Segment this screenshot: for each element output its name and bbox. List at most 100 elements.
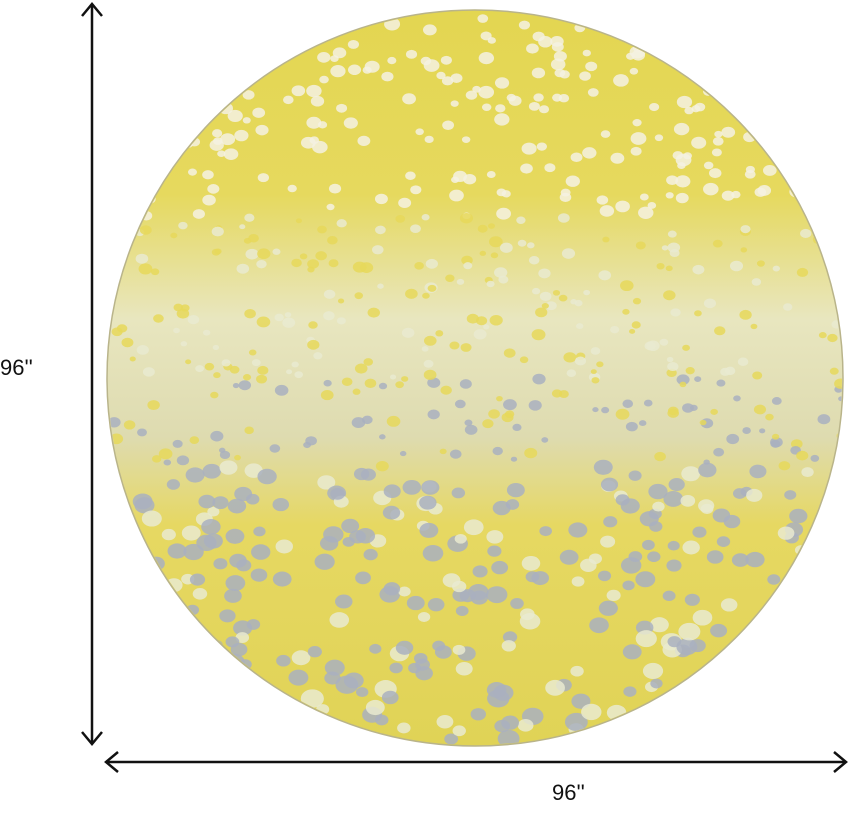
- rug-dot: [815, 65, 831, 77]
- rug-dot: [731, 694, 752, 712]
- rug-dot: [319, 75, 329, 84]
- rug-dot: [574, 299, 583, 307]
- rug-dot: [362, 66, 372, 74]
- rug-dot: [731, 190, 741, 199]
- rug-dot: [558, 294, 568, 302]
- rug-dot: [275, 539, 293, 554]
- rug-dot: [598, 570, 612, 582]
- rug-dot: [600, 477, 619, 492]
- rug-dot: [405, 288, 418, 299]
- rug-dot: [777, 526, 795, 540]
- rug-dot: [652, 501, 665, 512]
- rug-dot: [175, 70, 187, 80]
- height-dimension-arrow: [81, 2, 103, 746]
- rug-dot: [410, 224, 421, 234]
- rug-dot: [767, 574, 781, 585]
- rug-dot: [454, 533, 467, 544]
- rug-dot: [521, 555, 541, 571]
- rug-dot: [559, 549, 579, 565]
- rug-dot: [602, 236, 610, 243]
- rug-dot: [539, 105, 550, 114]
- rug-dot: [211, 226, 224, 237]
- rug-dot: [439, 448, 447, 455]
- rug-dot: [565, 175, 580, 187]
- rug-dot: [472, 85, 481, 93]
- rug-dot: [662, 590, 676, 602]
- rug-dot: [579, 71, 591, 81]
- rug-dot: [161, 528, 176, 541]
- rug-dot: [282, 317, 296, 328]
- rug-dot: [375, 225, 386, 235]
- rug-dot: [694, 310, 702, 317]
- rug-dot: [481, 103, 492, 112]
- rug-dot: [213, 372, 221, 379]
- rug-dot: [176, 455, 190, 466]
- rug-dot: [641, 720, 655, 732]
- rug-dot: [234, 701, 250, 715]
- rug-dot: [187, 314, 200, 325]
- rug-dot: [461, 255, 473, 265]
- rug-dot: [108, 236, 121, 247]
- rug-dot: [665, 192, 674, 199]
- rug-dot: [299, 20, 310, 29]
- rug-dot: [827, 524, 842, 537]
- rug-dot: [724, 366, 736, 376]
- rug-dot: [598, 600, 618, 616]
- rug-dot: [720, 598, 738, 612]
- rug-dot: [683, 152, 692, 160]
- rug-dot: [539, 291, 552, 302]
- rug-dot: [257, 468, 277, 485]
- rug-dot: [714, 130, 723, 138]
- rug-dot: [635, 241, 646, 250]
- rug-dot: [618, 27, 632, 38]
- rug-dot: [667, 408, 679, 418]
- rug-dot: [284, 312, 292, 318]
- rug-dot: [719, 27, 731, 36]
- rug-dot: [323, 379, 332, 387]
- rug-dot: [424, 335, 437, 346]
- rug-dot: [178, 700, 195, 715]
- rug-dot: [804, 144, 817, 154]
- rug-dot: [472, 565, 488, 578]
- rug-dot: [731, 553, 749, 567]
- rug-dot: [138, 263, 153, 275]
- rug-dot: [506, 93, 517, 102]
- rug-dot: [598, 270, 612, 281]
- rug-dot: [329, 612, 350, 628]
- rug-dot: [663, 33, 673, 42]
- rug-dot: [187, 671, 204, 685]
- rug-dot: [244, 426, 254, 435]
- rug-dot: [638, 420, 647, 427]
- rug-dot: [450, 73, 463, 83]
- rug-dot: [274, 384, 289, 396]
- rug-dot: [336, 103, 348, 113]
- rug-dot: [440, 385, 452, 395]
- rug-dot: [272, 497, 290, 512]
- rug-dot: [464, 419, 473, 426]
- rug-dot: [449, 449, 462, 459]
- rug-dot: [499, 242, 513, 253]
- rug-dot: [536, 142, 547, 151]
- rug-dot: [583, 289, 591, 296]
- rug-dot: [343, 117, 358, 129]
- rug-dot: [176, 308, 190, 319]
- rug-dot: [622, 580, 635, 591]
- rug-dot: [143, 575, 159, 588]
- rug-dot: [558, 94, 570, 103]
- rug-dot: [142, 70, 152, 79]
- rug-dot: [295, 218, 302, 224]
- rug-dot: [550, 58, 566, 71]
- rug-dot: [221, 691, 238, 705]
- rug-dot: [642, 31, 656, 42]
- rug-dot: [307, 339, 320, 350]
- rug-dot: [528, 256, 540, 265]
- rug-dot: [341, 377, 353, 386]
- rug-dot: [531, 67, 546, 79]
- rug-dot: [134, 497, 155, 514]
- rug-dot: [535, 307, 548, 318]
- rug-dot: [246, 493, 260, 505]
- rug-dot: [801, 467, 814, 478]
- rug-dot: [117, 62, 129, 72]
- rug-dot: [456, 278, 465, 285]
- rug-dot: [545, 679, 565, 696]
